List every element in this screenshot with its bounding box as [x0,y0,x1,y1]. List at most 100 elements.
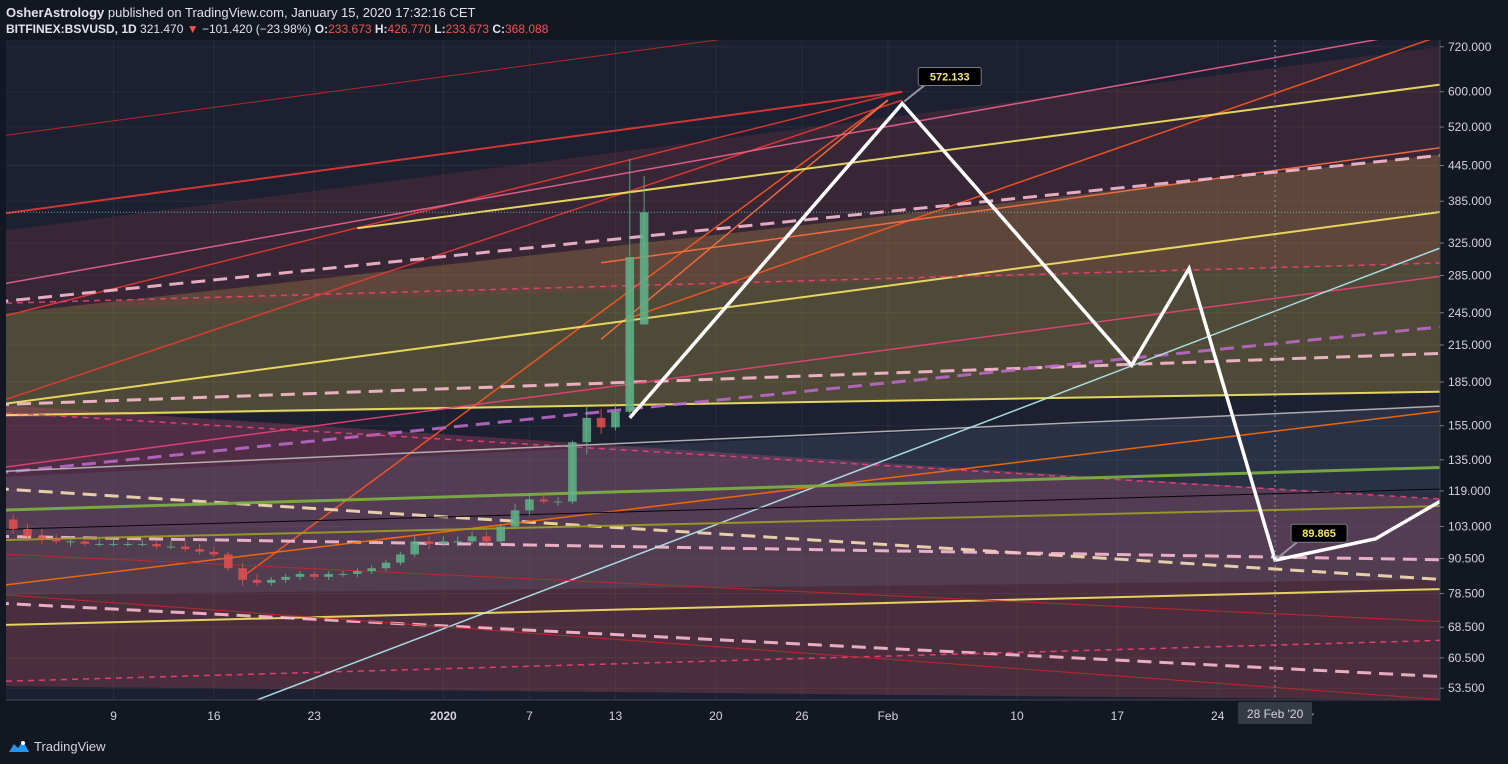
y-tick-label: 68.500 [1448,620,1485,634]
candle-body [295,573,305,577]
y-tick-label: 103.000 [1448,520,1492,534]
grid-lines [6,40,1440,700]
candle-body [8,519,18,529]
crosshair-label-box [1238,702,1313,724]
crosshair-label-text: 28 Feb '20 [1247,707,1304,721]
candle-body [525,499,534,511]
price-label-box [917,66,982,86]
trend-line [6,594,1440,700]
symbol-name[interactable]: BITFINEX:BSVUSD, 1D [6,22,137,36]
trend-line [6,153,1440,303]
close-label: C: [492,22,505,36]
trend-line [6,99,903,401]
trend-line [6,465,1440,512]
trend-line [6,412,1440,500]
x-tick-label: 26 [795,709,809,723]
x-tick-label: 17 [1111,709,1125,723]
x-tick-label: Feb [878,709,899,723]
price-label-box [1290,523,1348,543]
candle-body [281,576,290,580]
y-tick-label: 285.000 [1448,268,1492,282]
y-tick-label: 53.500 [1448,681,1485,695]
candle-body [238,568,247,580]
y-tick-label: 520.000 [1448,120,1492,134]
x-tick-label: 24 [1211,709,1225,723]
tradingview-brand[interactable]: TradingView [34,738,106,754]
trend-line [242,99,889,578]
x-tick-label: 7 [526,709,533,723]
y-tick-label: 90.500 [1448,551,1485,565]
trend-line [6,405,1440,473]
trend-line [600,99,889,340]
change-down-icon: ▼ [186,22,199,36]
candle-body [625,257,635,412]
trend-line [6,487,1440,581]
symbol-info: BITFINEX:BSVUSD, 1D 321.470 ▼ −101.420 (… [6,21,1496,38]
candle-body [596,417,606,428]
candle-body [568,442,577,502]
candle-body [266,579,276,583]
plot-background [6,40,1440,700]
candle-body [424,541,434,544]
label-pointer [1276,541,1298,560]
trend-line [357,83,1440,230]
x-tick-label: 23 [308,709,322,723]
trend-line [629,40,1431,319]
trend-line [6,275,1440,468]
y-tick-label: 245.000 [1448,306,1492,320]
candle-body [611,411,620,428]
trend-lines[interactable] [0,40,1447,700]
trend-line [6,602,1440,679]
candle-body [353,571,362,574]
x-tick-label: 13 [609,709,623,723]
candle-body [66,541,75,543]
trend-line [6,325,1440,474]
candle-body [482,536,491,542]
trend-line [6,90,903,215]
y-tick-label: 445.000 [1448,158,1492,172]
candle-body [582,417,592,443]
trend-line [6,91,903,317]
trend-line [6,488,1440,530]
candle-body [310,573,319,577]
candle-body [553,501,563,503]
high-label: H: [374,22,388,36]
candle-body [639,212,649,325]
candle-body [37,536,47,539]
y-tick-label: 60.500 [1448,651,1485,665]
author-name[interactable]: OsherAstrology [6,5,105,20]
tradingview-logo-icon[interactable] [8,739,30,753]
low-value: 233.673 [445,22,489,36]
projection-path[interactable] [628,100,1449,563]
candle-body [152,543,161,547]
candle-body [180,546,190,550]
candle-body [195,549,204,552]
price-axis[interactable] [1440,40,1508,730]
candle-body [166,546,176,548]
x-tick-label: 16 [207,709,221,723]
x-tick-label: 10 [1010,709,1024,723]
price-chart[interactable]: 572.133 89.865 720.000 600.000 520.000 445.0… [0,40,1508,730]
y-tick-label: 325.000 [1448,236,1492,250]
candle-body [467,536,477,542]
candle-body [209,551,219,555]
candle-body [51,538,61,542]
candle-body [453,541,463,543]
trend-line [6,390,1440,417]
open-label: O: [314,22,329,36]
candle-body [367,568,376,572]
candle-body [137,543,147,545]
channel-band [6,405,1440,560]
candle-body [510,510,520,527]
y-tick-label: 155.000 [1448,419,1492,433]
candle-body [123,543,133,545]
trend-line [6,639,1440,682]
open-value: 233.673 [328,22,372,36]
time-axis[interactable] [6,700,1440,730]
high-value: 426.770 [387,22,431,36]
price-label-text: 89.865 [1302,528,1336,540]
chart-header: OsherAstrology published on TradingView.… [6,4,1496,38]
candle-body [324,573,333,577]
crosshair-date-label: 28 Feb '20 [1238,702,1313,724]
label-pointer [903,84,925,103]
